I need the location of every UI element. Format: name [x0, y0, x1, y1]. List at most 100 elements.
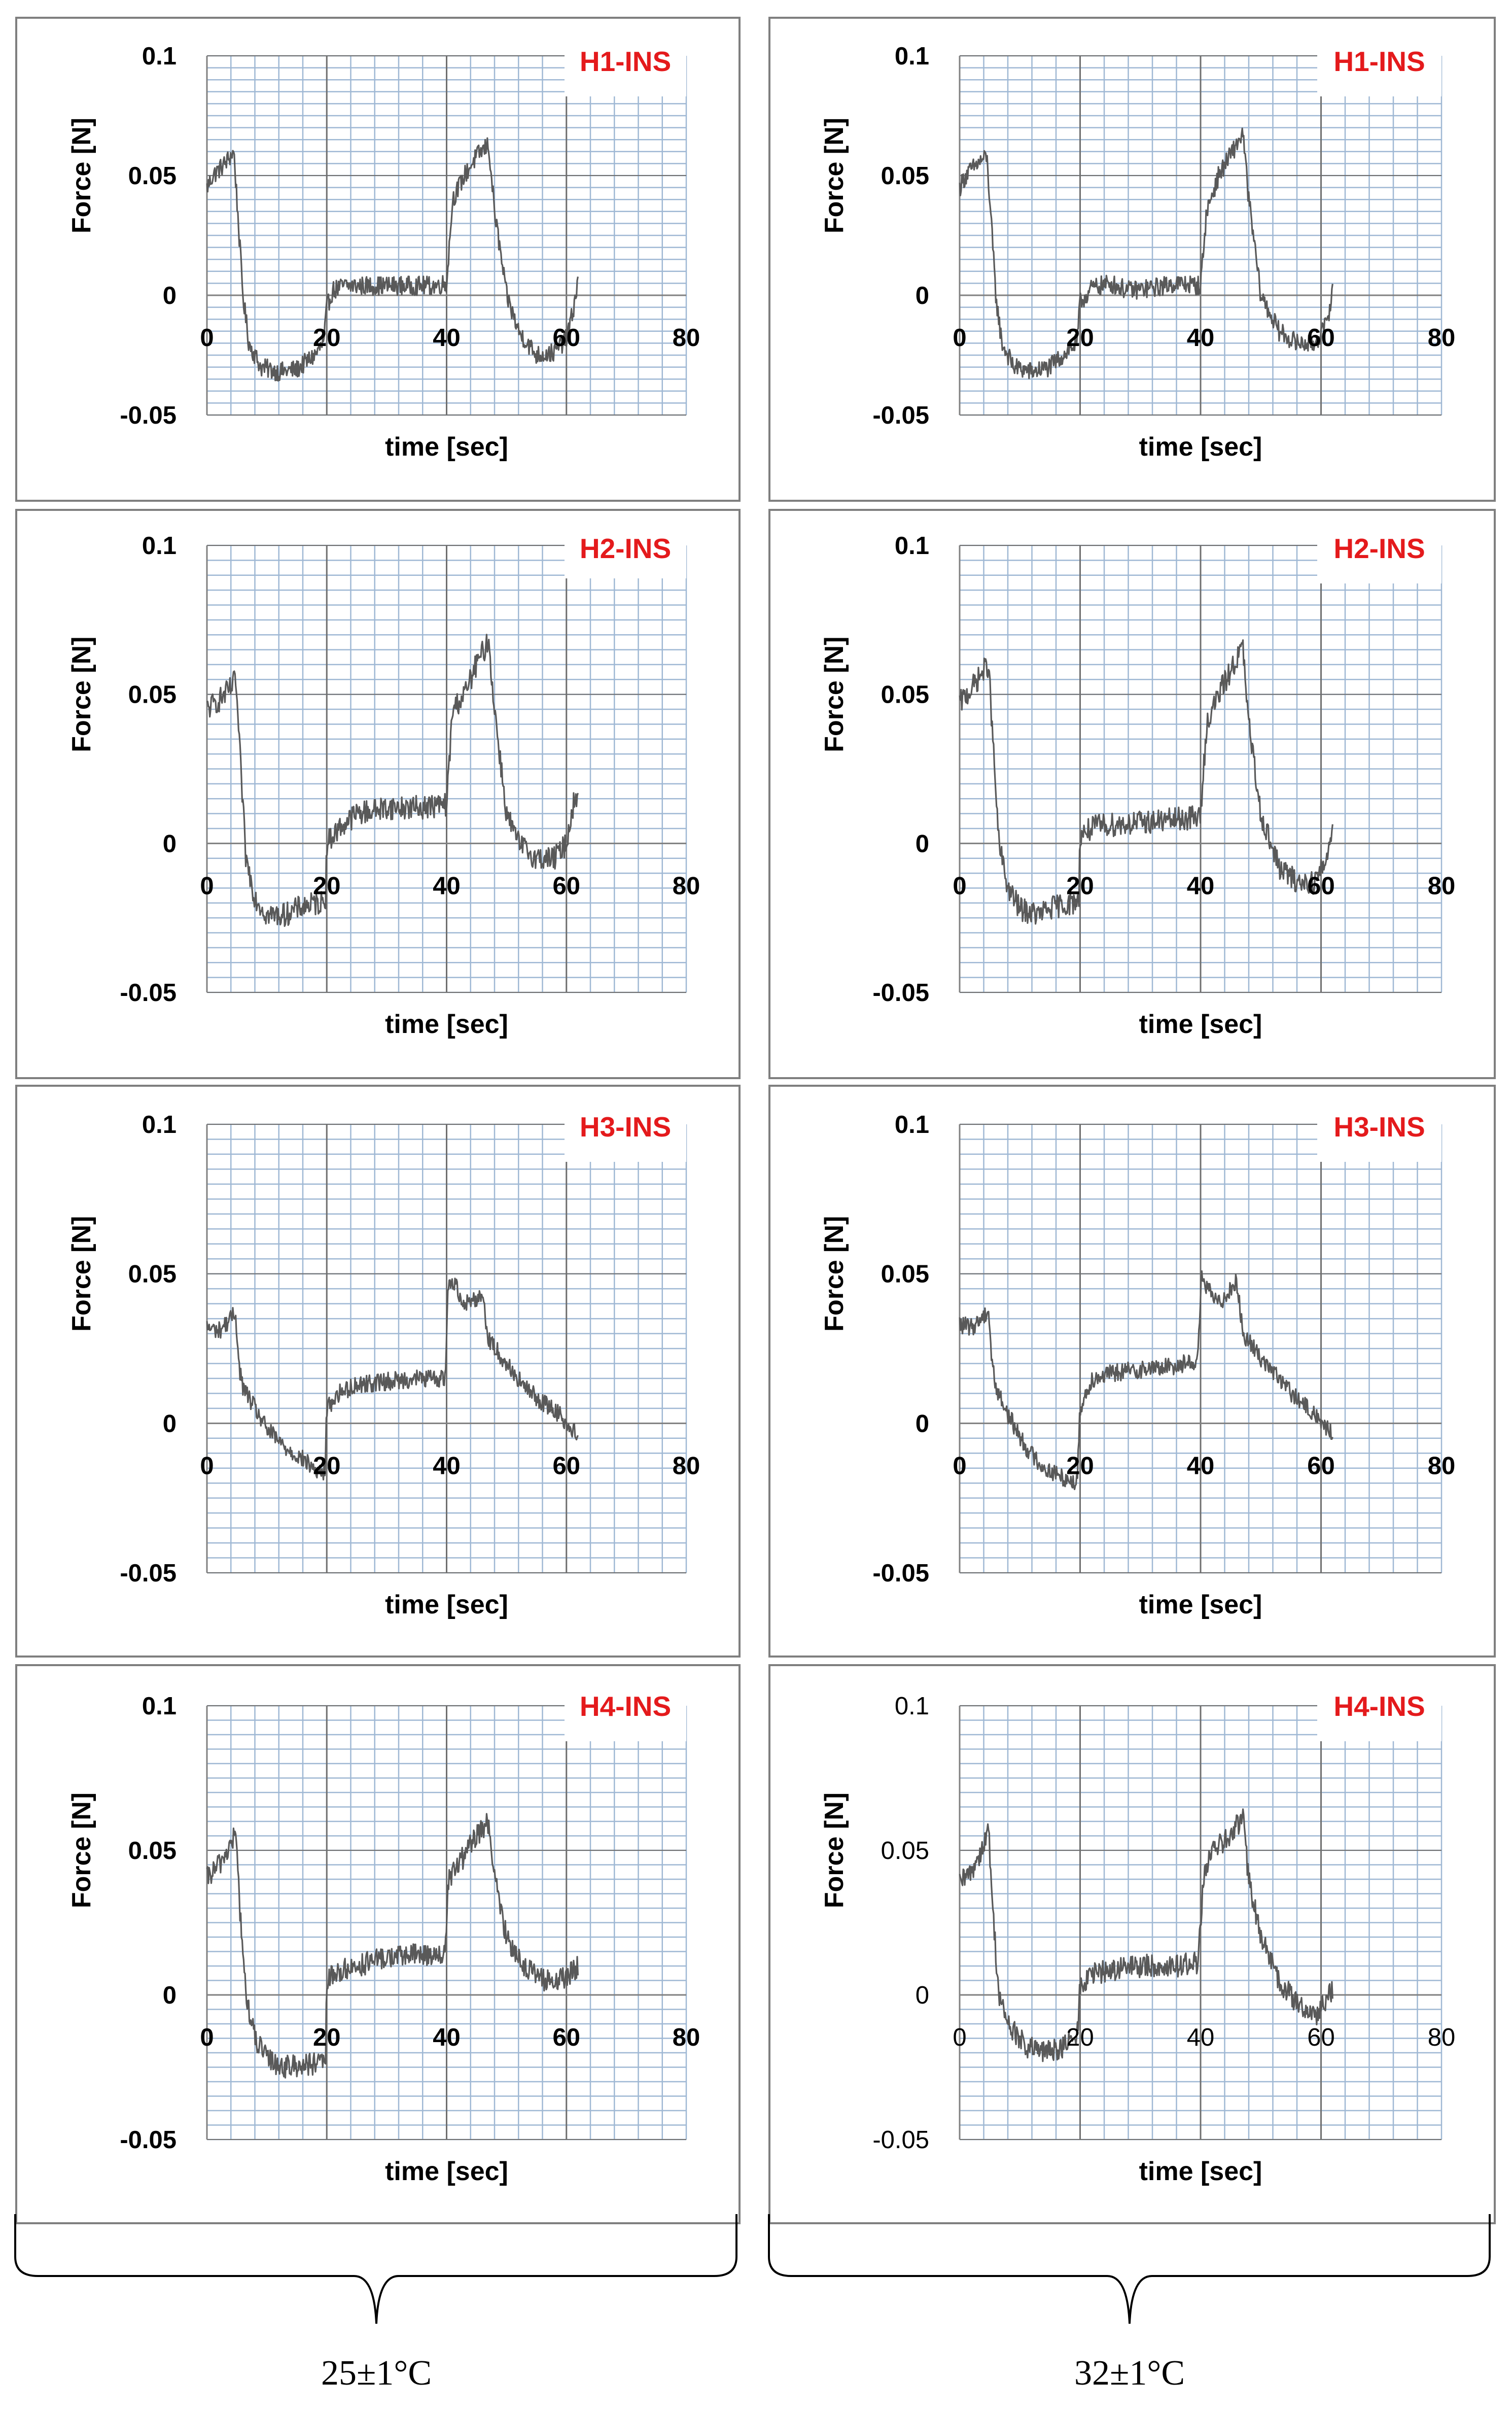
legend-box — [1317, 1685, 1441, 1741]
x-tick-label: 40 — [433, 1452, 461, 1479]
panel-title: H3-INS — [1333, 1111, 1425, 1143]
x-axis-label: time [sec] — [1139, 2157, 1262, 2186]
x-tick-label: 0 — [953, 2024, 966, 2051]
x-axis-label: time [sec] — [385, 432, 508, 462]
y-tick-label: 0.05 — [128, 162, 177, 190]
y-tick-label: 0 — [916, 282, 929, 309]
x-tick-label: 20 — [1066, 324, 1094, 352]
x-tick-label: 20 — [313, 1452, 341, 1479]
panel-title: H4-INS — [580, 1691, 671, 1722]
x-tick-label: 0 — [953, 872, 966, 900]
x-axis-label: time [sec] — [1139, 432, 1262, 462]
x-tick-label: 40 — [1187, 2024, 1215, 2051]
x-tick-label: 80 — [673, 2024, 700, 2051]
series-line-h2-32 — [959, 639, 1333, 925]
legend-box — [565, 1106, 686, 1162]
y-tick-label: 0 — [916, 1982, 929, 2009]
y-tick-label: -0.05 — [120, 979, 177, 1007]
y-axis-label: Force [N] — [67, 1216, 96, 1332]
series-line-h1-25 — [206, 137, 579, 382]
y-axis-label: Force [N] — [820, 1792, 849, 1908]
x-tick-label: 60 — [1307, 1452, 1335, 1479]
y-tick-label: 0.05 — [881, 1837, 929, 1865]
panel-title: H2-INS — [580, 533, 671, 564]
y-tick-label: 0.1 — [895, 1693, 929, 1720]
series-line-h3-32 — [959, 1270, 1333, 1491]
series-line-h4-25 — [206, 1813, 579, 2079]
y-axis-label: Force [N] — [820, 1216, 849, 1332]
x-axis-label: time [sec] — [1139, 1590, 1262, 1619]
y-tick-label: 0.1 — [142, 532, 177, 560]
y-tick-label: -0.05 — [872, 402, 929, 429]
panel-h3-25: H3-INS 0.1 0.05 0 -0.05 0 20 40 60 80 time [sec] Fo… — [15, 1085, 741, 1658]
x-tick-label: 0 — [200, 872, 214, 900]
y-tick-label: 0.05 — [128, 681, 177, 709]
y-tick-label: 0 — [916, 1410, 929, 1437]
panel-title: H1-INS — [1333, 46, 1425, 77]
y-tick-label: -0.05 — [120, 2126, 177, 2154]
x-tick-label: 20 — [313, 2024, 341, 2051]
y-tick-label: -0.05 — [872, 979, 929, 1007]
x-tick-label: 20 — [1066, 872, 1094, 900]
series-line-h2-25 — [206, 634, 579, 927]
panel-frame — [768, 1664, 1496, 2224]
y-axis-label: Force [N] — [67, 637, 96, 752]
x-tick-label: 60 — [552, 324, 580, 352]
panel-title: H2-INS — [1333, 533, 1425, 564]
series-line-h4-32 — [959, 1808, 1333, 2062]
panel-h1-32: H1-INS 0.1 0.05 0 -0.05 0 20 40 60 80 time [sec] Fo… — [768, 17, 1496, 502]
legend-box — [1317, 41, 1441, 96]
y-tick-label: 0.1 — [895, 43, 929, 70]
y-tick-label: -0.05 — [872, 1560, 929, 1587]
y-axis-label: Force [N] — [67, 118, 96, 233]
x-tick-label: 60 — [552, 872, 580, 900]
left-column-brace — [14, 2214, 737, 2324]
legend-box — [565, 528, 686, 578]
x-tick-label: 0 — [953, 324, 966, 352]
right-column-brace — [768, 2214, 1491, 2324]
series-line-h1-32 — [959, 127, 1333, 380]
panel-h4-32: H4-INS 0.1 0.05 0 -0.05 0 20 40 60 80 time [sec] Fo… — [768, 1664, 1496, 2224]
x-tick-label: 40 — [1187, 1452, 1215, 1479]
y-axis-label: Force [N] — [67, 1792, 96, 1908]
left-temperature-caption: 25±1°C — [321, 2354, 432, 2393]
x-tick-label: 0 — [200, 2024, 214, 2051]
x-tick-label: 0 — [200, 1452, 214, 1479]
x-axis-label: time [sec] — [1139, 1010, 1262, 1039]
x-tick-label: 40 — [1187, 324, 1215, 352]
x-tick-label: 80 — [673, 872, 700, 900]
y-tick-label: 0.1 — [895, 1111, 929, 1139]
x-tick-label: 40 — [433, 2024, 461, 2051]
x-tick-label: 20 — [313, 324, 341, 352]
x-tick-label: 0 — [953, 1452, 966, 1479]
panels: H1-INS 0.1 0.05 0 -0.05 0 20 40 60 80 time [sec] Fo… — [15, 17, 1496, 2224]
panel-title: H1-INS — [580, 46, 671, 77]
y-tick-label: 0 — [163, 1410, 177, 1437]
panel-h4-25: H4-INS 0.1 0.05 0 -0.05 0 20 40 60 80 time [sec] Fo… — [15, 1664, 741, 2224]
legend-box — [1317, 528, 1441, 583]
y-tick-label: -0.05 — [120, 402, 177, 429]
y-axis-label: Force [N] — [820, 118, 849, 233]
y-tick-label: 0.1 — [142, 1693, 177, 1720]
x-tick-label: 20 — [313, 872, 341, 900]
x-tick-label: 40 — [1187, 872, 1215, 900]
x-tick-label: 60 — [1307, 872, 1335, 900]
panel-frame — [15, 1664, 741, 2224]
y-tick-label: 0.1 — [142, 1111, 177, 1139]
panel-title: H4-INS — [1333, 1691, 1425, 1722]
panel-h2-25: H2-INS 0.1 0.05 0 -0.05 0 20 40 60 80 time [sec] Fo… — [15, 509, 741, 1079]
x-tick-label: 0 — [200, 324, 214, 352]
panel-frame — [15, 1085, 741, 1658]
panel-frame — [768, 1085, 1496, 1658]
x-tick-label: 60 — [552, 1452, 580, 1479]
series-line-h3-25 — [206, 1278, 579, 1480]
y-tick-label: 0.05 — [128, 1837, 177, 1865]
x-axis-label: time [sec] — [385, 1590, 508, 1619]
panel-h1-25: H1-INS 0.1 0.05 0 -0.05 0 20 40 60 80 time [sec] Fo… — [15, 17, 741, 502]
y-axis-label: Force [N] — [820, 637, 849, 752]
y-tick-label: 0 — [163, 1982, 177, 2009]
y-tick-label: 0 — [916, 830, 929, 857]
y-tick-label: 0.05 — [128, 1261, 177, 1288]
y-tick-label: 0.05 — [881, 681, 929, 709]
